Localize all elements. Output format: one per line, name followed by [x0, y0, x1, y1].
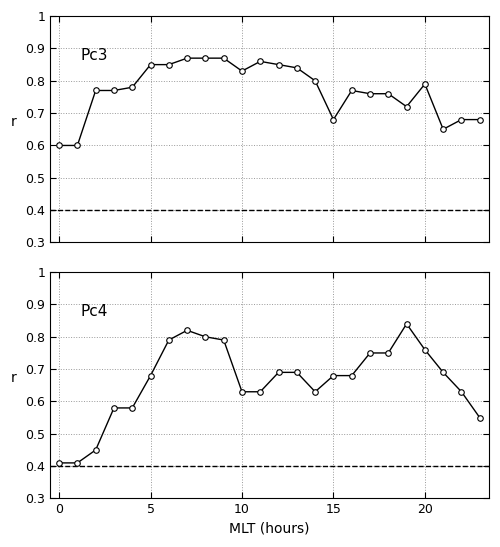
Text: Pc4: Pc4 — [80, 304, 108, 319]
Y-axis label: r: r — [11, 115, 17, 129]
Text: Pc3: Pc3 — [80, 48, 108, 63]
X-axis label: MLT (hours): MLT (hours) — [229, 522, 310, 536]
Y-axis label: r: r — [11, 371, 17, 385]
